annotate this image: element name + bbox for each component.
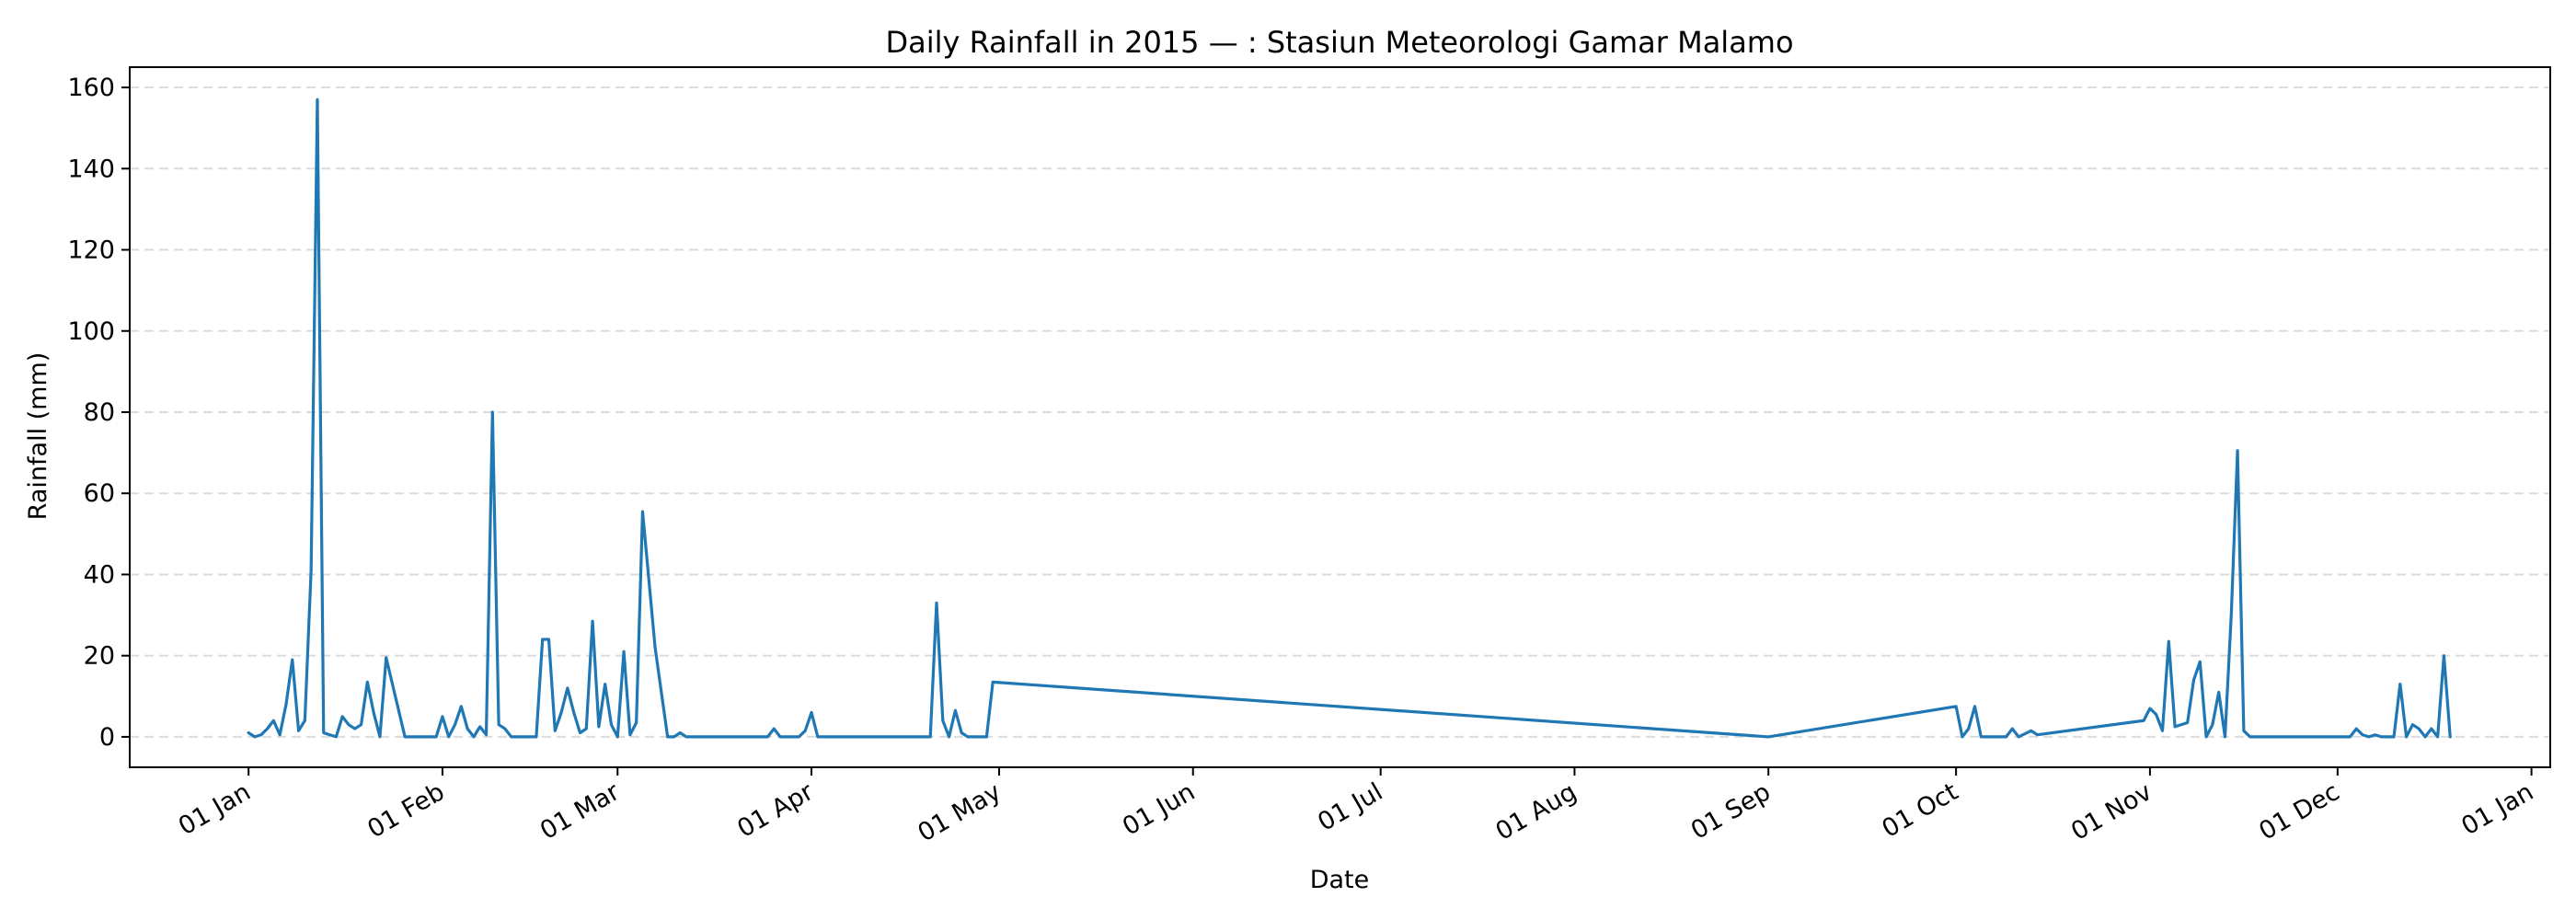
y-tick-label: 80: [84, 398, 115, 427]
y-tick-label: 160: [67, 74, 115, 102]
y-axis-label: Rainfall (mm): [24, 352, 52, 521]
y-tick-label: 20: [84, 642, 115, 671]
series-layer: [247, 98, 2452, 739]
y-axis-ticks: 0 20 40 60 80 100 120 140 160: [67, 74, 130, 752]
grid-lines: [130, 86, 2550, 738]
chart-title: Daily Rainfall in 2015 — : Stasiun Meteo…: [885, 25, 1793, 60]
y-tick-label: 100: [67, 317, 115, 346]
plot-frame: [129, 66, 2551, 768]
y-tick-label: 40: [84, 560, 115, 589]
y-tick-label: 60: [84, 479, 115, 508]
y-tick-label: 120: [67, 236, 115, 265]
rainfall-series-line: [247, 98, 2452, 739]
y-tick-label: 140: [67, 155, 115, 183]
x-axis-label: Date: [1310, 866, 1370, 894]
y-tick-label: 0: [99, 723, 115, 752]
